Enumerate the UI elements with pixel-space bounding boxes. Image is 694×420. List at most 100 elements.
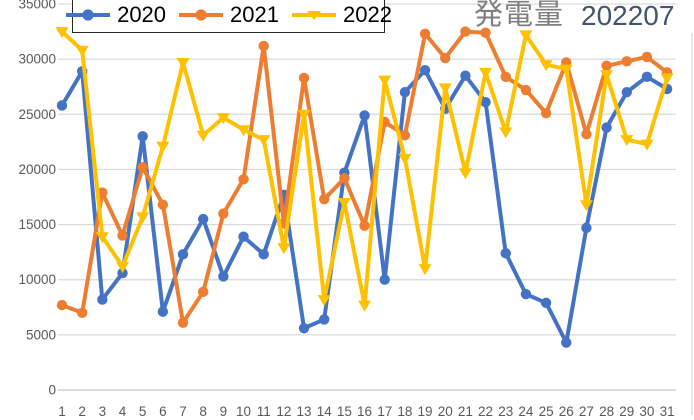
data-point-2021	[480, 27, 491, 38]
data-point-2021	[157, 199, 169, 210]
data-point-2021	[621, 56, 632, 67]
x-tick-label: 3	[99, 404, 107, 419]
data-point-2021	[238, 174, 249, 185]
data-point-2022	[620, 135, 634, 147]
x-tick-label: 26	[559, 404, 574, 419]
data-point-2022	[297, 109, 311, 121]
data-point-2022	[358, 300, 372, 312]
x-tick-label: 14	[317, 404, 333, 419]
title-area: 発電量 202207	[474, 0, 674, 32]
data-point-2020	[379, 274, 390, 285]
data-point-2021	[218, 208, 229, 219]
data-point-2021	[319, 194, 330, 205]
data-point-2020	[561, 337, 572, 348]
data-point-2021	[339, 173, 350, 184]
legend-item-2020[interactable]: 2020	[65, 4, 166, 26]
data-point-2021	[399, 130, 411, 141]
data-point-2020	[601, 122, 612, 133]
series-line-2022[interactable]	[60, 29, 670, 308]
data-point-2020	[177, 249, 189, 260]
data-point-2020	[581, 222, 592, 234]
data-point-2022	[75, 45, 89, 57]
x-tick-label: 22	[478, 404, 493, 419]
data-point-2020	[56, 100, 68, 111]
data-point-2022	[317, 295, 331, 307]
data-point-2021	[359, 220, 370, 231]
data-point-2021	[76, 307, 88, 318]
data-point-2022	[176, 57, 190, 69]
data-point-2021	[601, 60, 612, 71]
data-point-2022	[116, 261, 130, 273]
data-point-2021	[641, 51, 653, 63]
x-tick-label: 4	[119, 404, 127, 419]
data-point-2022	[156, 141, 170, 153]
data-point-2022	[196, 130, 210, 142]
x-tick-label: 13	[297, 404, 312, 419]
data-point-2020	[399, 87, 411, 98]
data-point-2020	[621, 87, 632, 98]
x-tick-label: 31	[660, 404, 675, 419]
x-tick-label: 24	[518, 404, 534, 419]
legend: 2020 2021 2022	[66, 0, 392, 33]
data-point-2022	[499, 127, 513, 139]
data-point-2021	[440, 52, 451, 64]
data-point-2020	[359, 110, 370, 121]
data-point-2020	[298, 323, 310, 334]
data-point-2021	[540, 107, 552, 119]
data-point-2022	[479, 67, 493, 79]
data-point-2022	[600, 70, 614, 82]
data-point-2022	[519, 30, 533, 42]
x-tick-label: 11	[257, 404, 271, 419]
data-point-2021	[258, 40, 269, 52]
x-tick-label: 29	[619, 404, 634, 419]
data-point-2021	[520, 84, 532, 96]
legend-item-2022[interactable]: 2022	[291, 4, 392, 26]
data-point-2020	[500, 248, 511, 259]
data-point-2022	[559, 64, 573, 76]
x-tick-label: 10	[236, 404, 251, 419]
data-point-2020	[258, 249, 269, 260]
data-point-2020	[218, 271, 229, 282]
y-tick-label: 10000	[18, 272, 56, 287]
data-point-2020	[480, 96, 491, 108]
data-point-2021	[460, 26, 471, 37]
data-point-2021	[137, 162, 148, 173]
data-point-2022	[95, 232, 109, 244]
x-tick-label: 12	[276, 404, 291, 419]
x-tick-label: 9	[220, 404, 228, 419]
data-point-2020	[319, 314, 330, 325]
x-tick-label: 27	[579, 404, 594, 419]
line-circle-marker-icon	[179, 9, 224, 21]
data-point-2020	[157, 306, 169, 317]
data-point-2022	[660, 73, 674, 85]
data-point-2020	[540, 297, 552, 309]
y-tick-label: 15000	[18, 217, 56, 232]
x-tick-label: 25	[539, 404, 554, 419]
data-point-2020	[117, 267, 128, 279]
data-point-2021	[117, 230, 128, 241]
chart-subtitle: 202207	[581, 0, 675, 31]
legend-label-2021: 2021	[230, 2, 279, 27]
data-point-2020	[520, 288, 532, 300]
line-triangle-marker-icon	[291, 11, 336, 20]
x-tick-label: 19	[418, 404, 433, 419]
data-point-2022	[418, 264, 432, 276]
data-point-2021	[500, 71, 511, 82]
y-tick-label: 25000	[18, 107, 56, 122]
x-tick-label: 30	[639, 404, 654, 419]
x-tick-label: 1	[58, 404, 66, 419]
x-tick-label: 28	[599, 404, 614, 419]
data-point-2022	[640, 139, 654, 151]
legend-item-2021[interactable]: 2021	[178, 4, 279, 26]
legend-label-2022: 2022	[342, 2, 392, 27]
y-tick-label: 0	[48, 383, 56, 398]
data-point-2021	[177, 317, 189, 328]
data-point-2022	[216, 113, 230, 125]
x-tick-label: 23	[498, 404, 513, 419]
x-tick-label: 18	[397, 404, 412, 419]
data-point-2022	[539, 60, 553, 72]
chart-title[interactable]: 発電量	[474, 0, 565, 31]
data-point-2022	[237, 125, 251, 137]
data-point-2021	[419, 28, 431, 39]
